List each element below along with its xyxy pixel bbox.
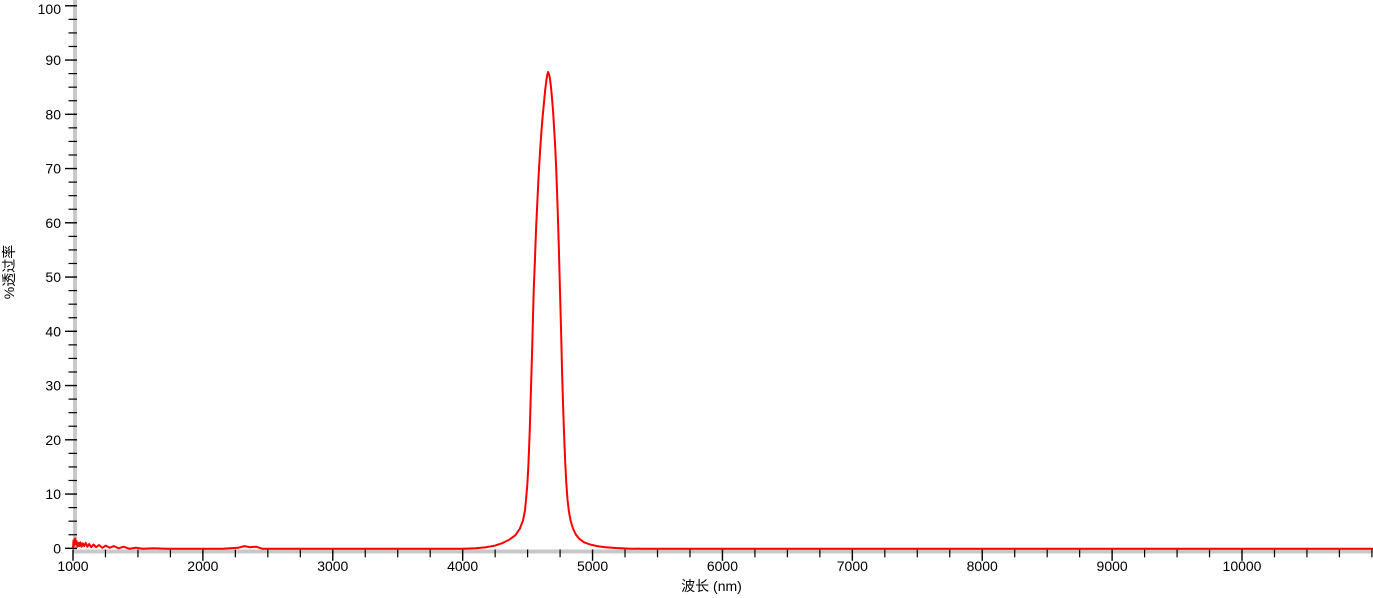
y-axis-tick-labels: 0 10 20 30 40 50 60 70 80 90 100 [38, 1, 62, 556]
y-tick-label: 0 [53, 540, 61, 556]
y-tick-label: 40 [45, 323, 61, 339]
x-axis-ticks [72, 549, 1373, 561]
y-tick-label: 10 [45, 486, 61, 502]
x-tick-label: 9000 [1097, 558, 1128, 574]
y-tick-label: 60 [45, 215, 61, 231]
y-tick-label: 90 [45, 52, 61, 68]
x-tick-label: 6000 [707, 558, 738, 574]
y-axis-ticks [65, 5, 77, 549]
x-axis-title: 波长 (nm) [681, 578, 742, 594]
x-tick-label: 4000 [447, 558, 478, 574]
x-tick-label: 10000 [1223, 558, 1262, 574]
y-tick-label: 20 [45, 432, 61, 448]
y-tick-label: 30 [45, 378, 61, 394]
x-tick-label: 2000 [187, 558, 218, 574]
y-tick-label: 70 [45, 161, 61, 177]
y-tick-label: 100 [38, 1, 62, 17]
x-tick-label: 3000 [317, 558, 348, 574]
x-tick-label: 7000 [837, 558, 868, 574]
y-tick-label: 50 [45, 269, 61, 285]
x-axis-tick-labels: 1000 2000 3000 4000 5000 6000 7000 8000 9000 1000… [57, 558, 1261, 574]
y-tick-label: 80 [45, 106, 61, 122]
x-tick-label: 8000 [967, 558, 998, 574]
x-tick-label: 1000 [57, 558, 88, 574]
transmittance-curve [72, 71, 1373, 550]
x-tick-label: 5000 [577, 558, 608, 574]
y-axis-title: %透过率 [1, 245, 17, 299]
